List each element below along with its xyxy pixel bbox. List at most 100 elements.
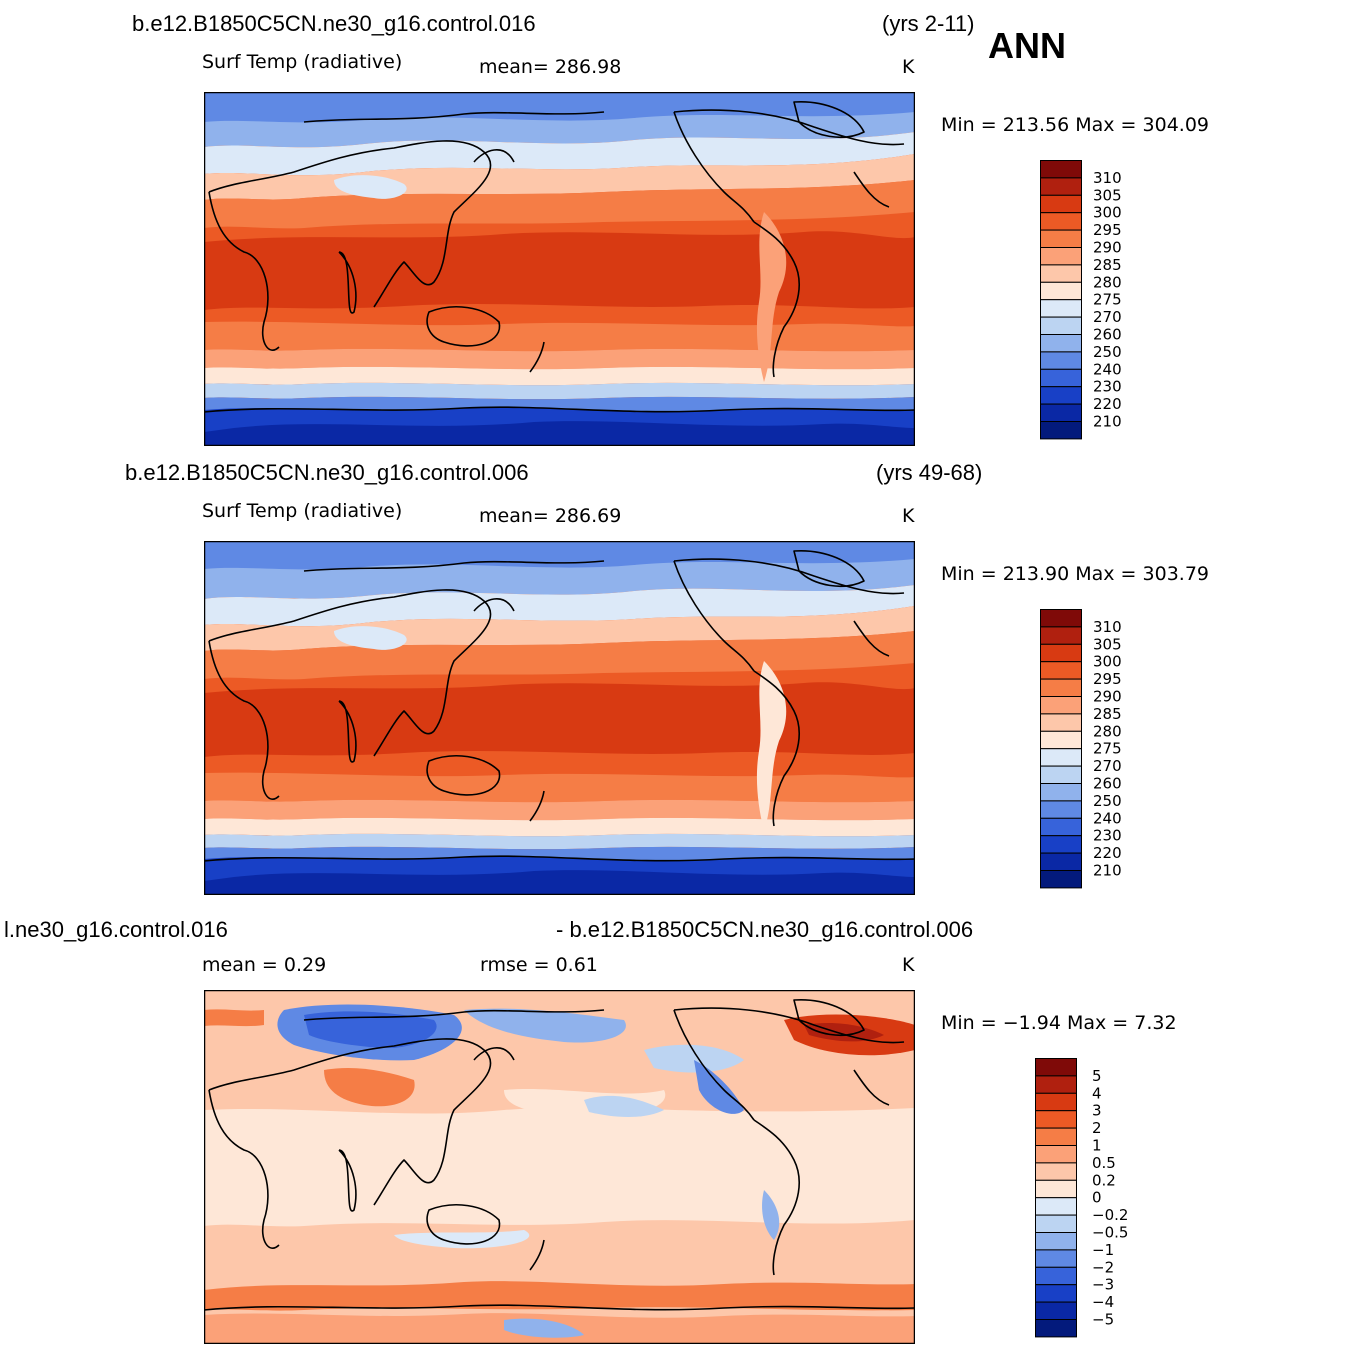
panel3-case-title-left: l.ne30_g16.control.016	[4, 917, 228, 942]
colorbar-label: 310	[1093, 618, 1122, 636]
colorbar-box	[1040, 765, 1082, 785]
colorbar-box	[1040, 678, 1082, 697]
colorbar-box	[1035, 1127, 1077, 1146]
colorbar-box	[1040, 368, 1082, 388]
colorbar-label: 305	[1093, 186, 1122, 204]
colorbar-label: 3	[1092, 1102, 1102, 1120]
colorbar-box	[1040, 281, 1082, 301]
colorbar-label: 0.5	[1092, 1154, 1116, 1172]
panel3-units: K	[902, 954, 915, 976]
colorbar-box	[1035, 1162, 1077, 1181]
colorbar-box	[1040, 194, 1082, 214]
colorbar-box	[1040, 626, 1082, 645]
colorbar-label: 260	[1093, 326, 1122, 344]
panel3-colorbar: 5 4 3 2 1 0.5 0.2 0 −0.2 −0.5 −1 −2 −3 −4 −5	[1035, 1058, 1155, 1343]
colorbar-box	[1035, 1058, 1077, 1077]
colorbar-box	[1035, 1266, 1077, 1286]
colorbar-box	[1035, 1284, 1077, 1303]
colorbar-box	[1035, 1092, 1077, 1112]
colorbar-label: 4	[1092, 1084, 1102, 1102]
colorbar-label: 230	[1093, 378, 1122, 396]
panel1-years: (yrs 2-11)	[882, 11, 975, 36]
colorbar-box	[1040, 661, 1082, 680]
colorbar-label: 210	[1093, 413, 1122, 431]
colorbar-box	[1040, 643, 1082, 663]
colorbar-label: −4	[1092, 1293, 1114, 1311]
colorbar-label: 5	[1092, 1067, 1102, 1085]
colorbar-label: 260	[1093, 775, 1122, 793]
panel2-mean: mean= 286.69	[479, 505, 622, 527]
colorbar-label: 230	[1093, 827, 1122, 845]
colorbar-box	[1035, 1232, 1077, 1251]
colorbar-label: 275	[1093, 740, 1122, 758]
colorbar-box	[1040, 386, 1082, 405]
colorbar-label: 305	[1093, 635, 1122, 653]
colorbar-box	[1040, 299, 1082, 318]
colorbar-box	[1040, 177, 1082, 196]
colorbar-label: 285	[1093, 256, 1122, 274]
colorbar-label: 295	[1093, 670, 1122, 688]
panel2-minmax: Min = 213.90 Max = 303.79	[941, 563, 1209, 585]
panel3-map	[203, 989, 916, 1345]
colorbar-box	[1035, 1319, 1077, 1338]
season-title: ANN	[988, 25, 1066, 66]
colorbar-box	[1040, 609, 1082, 628]
colorbar-box	[1035, 1145, 1077, 1164]
colorbar-box	[1035, 1197, 1077, 1216]
colorbar-label: 285	[1093, 705, 1122, 723]
panel2-map-svg	[203, 540, 916, 896]
panel2-map	[203, 540, 916, 896]
panel2-case-title: b.e12.B1850C5CN.ne30_g16.control.006	[125, 460, 529, 485]
colorbar-label: 290	[1093, 688, 1122, 706]
colorbar-label: −3	[1092, 1276, 1114, 1294]
panel2-colorbar: 310 305 300 295 290 285 280 275 270 260 250 240 230 2…	[1040, 609, 1150, 894]
colorbar-label: 280	[1093, 722, 1122, 740]
colorbar-box	[1035, 1179, 1077, 1199]
panel2-years: (yrs 49-68)	[876, 460, 983, 485]
colorbar-box	[1040, 870, 1082, 889]
colorbar-label: 310	[1093, 169, 1122, 187]
colorbar-box	[1040, 852, 1082, 872]
colorbar-label: −0.2	[1092, 1206, 1128, 1224]
panel3-mean: mean = 0.29	[202, 954, 327, 976]
colorbar-label: 240	[1093, 360, 1122, 378]
colorbar-box	[1040, 212, 1082, 231]
colorbar-box	[1035, 1214, 1077, 1234]
colorbar-box	[1040, 351, 1082, 370]
colorbar-box	[1040, 334, 1082, 353]
colorbar-box	[1040, 696, 1082, 715]
colorbar-box	[1035, 1249, 1077, 1268]
colorbar-box	[1040, 835, 1082, 854]
colorbar-box	[1040, 160, 1082, 179]
colorbar-label: 295	[1093, 221, 1122, 239]
colorbar-box	[1040, 783, 1082, 802]
panel3-map-svg	[203, 989, 916, 1345]
panel3-case-title-right: - b.e12.B1850C5CN.ne30_g16.control.006	[556, 917, 974, 942]
colorbar-box	[1040, 403, 1082, 423]
panel1-variable: Surf Temp (radiative)	[202, 51, 403, 73]
colorbar-label: 220	[1093, 844, 1122, 862]
panel2-variable: Surf Temp (radiative)	[202, 500, 403, 522]
panel1-map	[203, 91, 916, 447]
colorbar-label: 290	[1093, 239, 1122, 257]
colorbar-box	[1040, 264, 1082, 283]
panel1-map-svg	[203, 91, 916, 447]
panel3-rmse: rmse = 0.61	[480, 954, 598, 976]
colorbar-box	[1040, 247, 1082, 266]
colorbar-label: 270	[1093, 308, 1122, 326]
panel3-minmax: Min = −1.94 Max = 7.32	[941, 1012, 1177, 1034]
colorbar-label: 300	[1093, 204, 1122, 222]
colorbar-box	[1040, 421, 1082, 440]
colorbar-label: 280	[1093, 273, 1122, 291]
colorbar-label: 0	[1092, 1189, 1102, 1207]
panel2-colorbar-svg: 3103053002952902852802752702602502402302…	[1040, 609, 1122, 889]
colorbar-box	[1040, 817, 1082, 837]
colorbar-box	[1035, 1301, 1077, 1321]
colorbar-label: 275	[1093, 291, 1122, 309]
colorbar-label: 0.2	[1092, 1171, 1116, 1189]
colorbar-label: 240	[1093, 809, 1122, 827]
colorbar-label: 220	[1093, 395, 1122, 413]
panel1-colorbar-svg: 3103053002952902852802752702602502402302…	[1040, 160, 1122, 440]
colorbar-label: 210	[1093, 862, 1122, 880]
